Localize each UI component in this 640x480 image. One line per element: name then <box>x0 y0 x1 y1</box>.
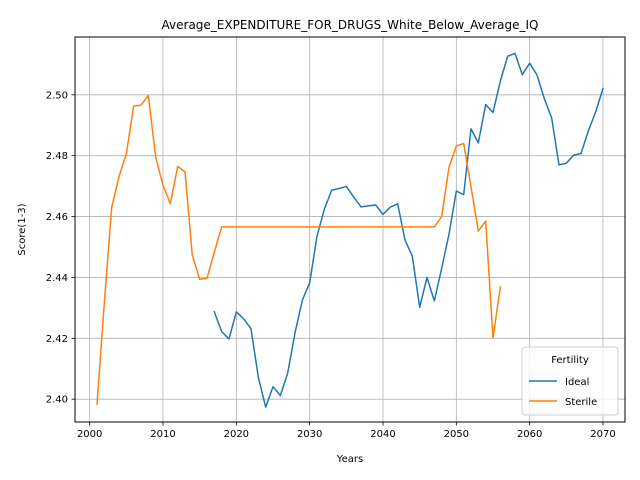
series-line-ideal <box>213 52 604 408</box>
x-tick-label: 2000 <box>77 429 102 440</box>
y-tick-label: 2.48 <box>46 151 68 162</box>
series-lines <box>96 52 604 408</box>
y-tick-label: 2.46 <box>46 212 68 223</box>
x-tick-label: 2010 <box>150 429 175 440</box>
legend: Fertility Ideal Sterile <box>521 346 619 416</box>
x-tick-label: 2040 <box>370 429 395 440</box>
grid <box>75 37 625 422</box>
legend-title: Fertility <box>551 355 589 366</box>
legend-label-sterile: Sterile <box>565 397 597 408</box>
plot-area-frame <box>74 36 626 423</box>
chart-title: Average_EXPENDITURE_FOR_DRUGS_White_Belo… <box>162 18 539 32</box>
y-tick-label: 2.44 <box>46 273 68 284</box>
x-tick-label: 2060 <box>517 429 542 440</box>
y-tick-label: 2.42 <box>46 334 68 345</box>
x-tick-label: 2050 <box>444 429 469 440</box>
x-axis-title: Years <box>336 454 363 465</box>
legend-box <box>521 346 619 416</box>
x-tick-label: 2020 <box>224 429 249 440</box>
x-tick-label: 2030 <box>297 429 322 440</box>
legend-label-ideal: Ideal <box>565 377 589 388</box>
series-line-sterile <box>96 94 502 406</box>
y-tick-label: 2.40 <box>46 395 68 406</box>
axis-ticks: 2000 2010 2020 2030 2040 2050 2060 2070 2.40 2.42… <box>46 90 616 440</box>
y-tick-label: 2.50 <box>46 90 68 101</box>
y-axis-title: Score(1-3) <box>17 203 28 255</box>
x-tick-label: 2070 <box>590 429 615 440</box>
